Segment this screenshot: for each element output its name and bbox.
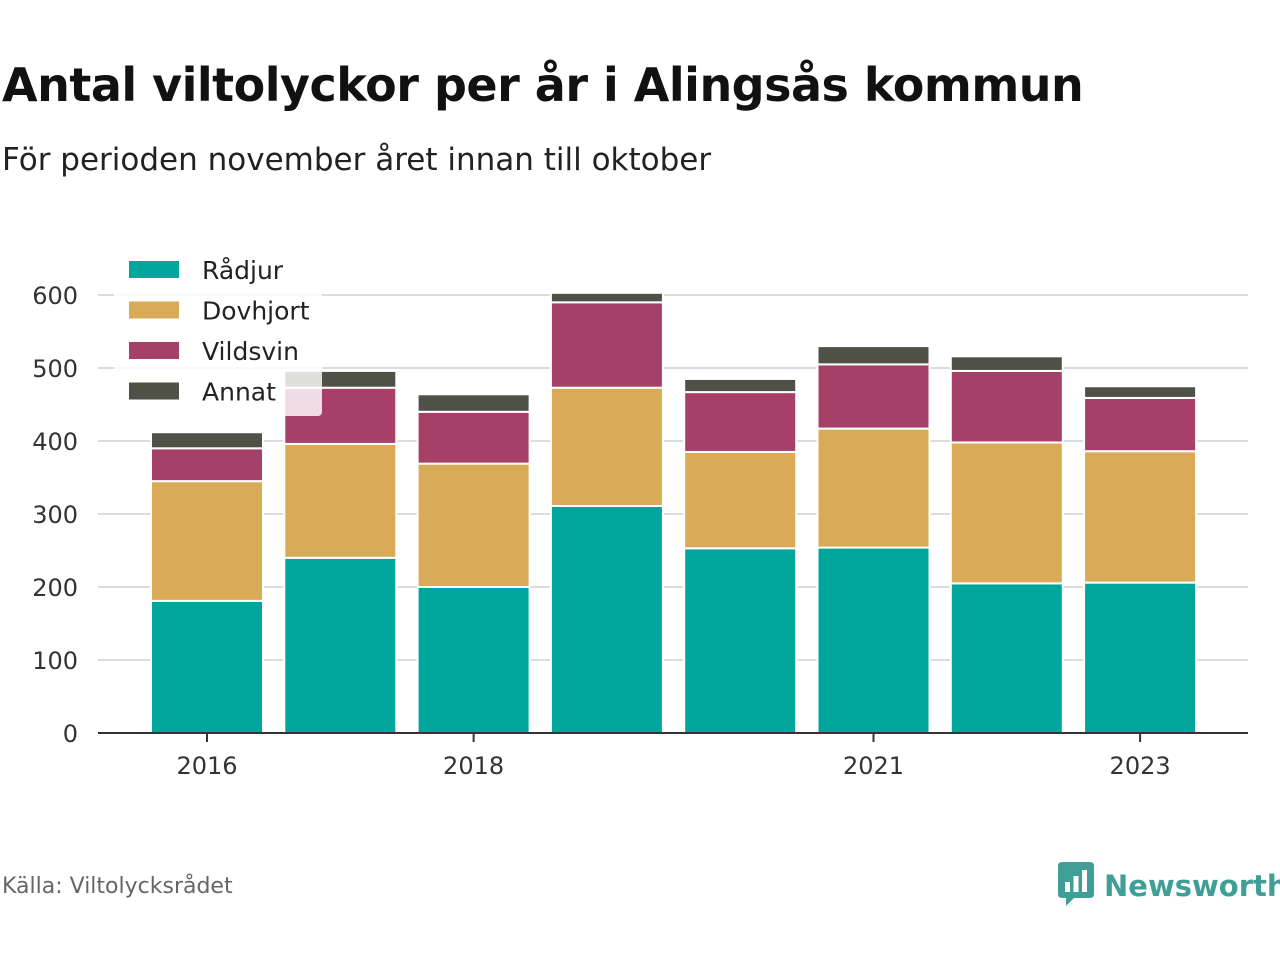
brand-logo: Newsworthy	[1058, 862, 1280, 910]
bar-segment	[683, 450, 798, 550]
bar-segment	[949, 441, 1064, 585]
legend-swatch	[129, 261, 179, 278]
legend-swatch	[129, 342, 179, 359]
bar-segment	[1083, 581, 1198, 734]
legend-swatch	[129, 301, 179, 319]
legend-background	[114, 250, 322, 416]
bar-segment	[949, 355, 1064, 372]
bar-segment	[1083, 396, 1198, 453]
bar-segment	[1083, 450, 1198, 584]
chart-title: Antal viltolyckor per år i Alingsås komm…	[2, 58, 1084, 112]
brand-name: Newsworthy	[1104, 869, 1280, 903]
y-tick-label: 200	[32, 574, 78, 602]
legend-swatch	[129, 382, 179, 400]
bar-segment	[416, 410, 531, 465]
y-tick-label: 300	[32, 501, 78, 529]
legend: Rådjur Dovhjort Vildsvin Annat	[114, 250, 322, 416]
bar-chart-speech-bubble-icon	[1058, 862, 1094, 910]
bar-segment	[416, 462, 531, 589]
y-tick-label: 500	[32, 355, 78, 383]
bar-segment	[549, 301, 664, 389]
bar-segment	[816, 345, 931, 366]
chart-subtitle: För perioden november året innan till ok…	[2, 142, 712, 178]
y-tick-label: 600	[32, 282, 78, 310]
bar-segment	[683, 377, 798, 394]
source-note: Källa: Viltolycksrådet	[2, 874, 233, 899]
bar-segment	[549, 386, 664, 507]
x-tick-label: 2018	[443, 752, 504, 780]
bar-segment	[816, 546, 931, 735]
bars	[150, 291, 1198, 735]
bar-segment	[150, 431, 264, 450]
bar-segment	[150, 447, 264, 483]
y-tick-label: 100	[32, 647, 78, 675]
bar-segment	[549, 504, 664, 734]
bar-segment	[949, 369, 1064, 444]
bar-segment	[683, 547, 798, 734]
y-tick-label: 0	[63, 720, 78, 748]
x-tick-label: 2016	[176, 752, 237, 780]
bar-segment	[416, 393, 531, 413]
bar-segment	[416, 586, 531, 734]
bar-segment	[683, 391, 798, 453]
x-tick-label: 2023	[1110, 752, 1171, 780]
bar-segment	[283, 442, 398, 559]
bar-segment	[1083, 385, 1198, 399]
bar-segment	[549, 291, 664, 304]
bar-segment	[949, 582, 1064, 734]
legend-label: Rådjur	[202, 256, 284, 285]
legend-label: Annat	[202, 378, 276, 407]
bar-segment	[150, 480, 264, 602]
bar-segment	[150, 599, 264, 734]
legend-label: Vildsvin	[202, 337, 299, 366]
axes: 0 100 200 300 400 500 600 2016 2018 2021 2023	[32, 282, 1248, 780]
bar-segment	[816, 363, 931, 430]
bar-segment	[283, 556, 398, 734]
bar-segment	[816, 427, 931, 549]
legend-label: Dovhjort	[202, 297, 310, 326]
x-tick-label: 2021	[843, 752, 904, 780]
y-tick-label: 400	[32, 428, 78, 456]
